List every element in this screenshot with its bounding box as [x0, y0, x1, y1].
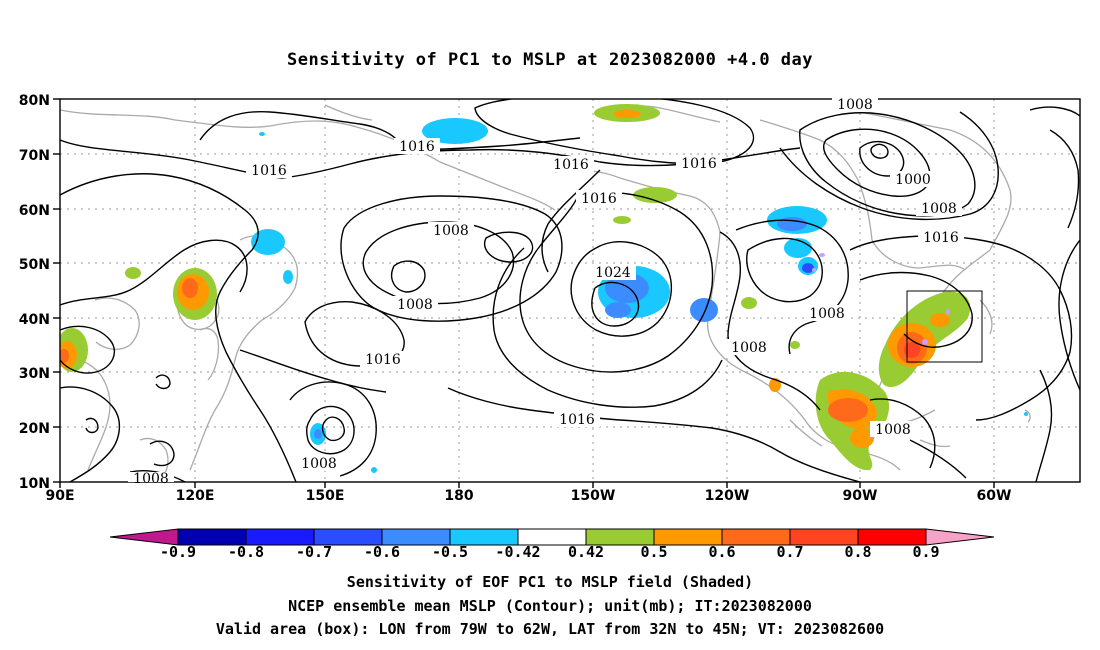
lon-label: 120E [176, 488, 215, 504]
contour-label: 1008 [133, 471, 169, 487]
colorbar-tick: 0.6 [708, 543, 735, 561]
lon-label: 150W [571, 488, 616, 504]
contour-label: 1008 [875, 422, 911, 438]
lon-label: 150E [306, 488, 345, 504]
contour-label: 1016 [251, 163, 287, 179]
colorbar-tick: 0.42 [568, 543, 604, 561]
contour-label: 1016 [559, 412, 595, 428]
contour-label: 1016 [365, 352, 401, 368]
lat-label: 70N [19, 148, 50, 164]
contour-label: 1008 [837, 97, 873, 113]
contour-label: 1016 [923, 230, 959, 246]
colorbar-tick: 0.9 [912, 543, 939, 561]
colorbar-tick: -0.7 [296, 543, 332, 561]
latitude-labels: 80N 70N 60N 50N 40N 30N 20N 10N [19, 93, 50, 492]
colorbar-tick: -0.8 [228, 543, 264, 561]
lat-label: 40N [19, 312, 50, 328]
contour-label: 1016 [399, 139, 435, 155]
colorbar: -0.9 -0.8 -0.7 -0.6 -0.5 -0.42 0.42 0.5 … [109, 528, 995, 561]
plot-frame [59, 98, 1081, 483]
sensitivity-map: 1008 1016 1016 1016 1016 1008 1008 1008 … [19, 93, 1081, 561]
longitude-labels: 90E 120E 150E 180 150W 120W 90W 60W [45, 488, 1011, 504]
lat-label: 60N [19, 203, 50, 219]
contour-label: 1016 [553, 157, 589, 173]
gridlines [60, 99, 1080, 482]
colorbar-tick: -0.6 [364, 543, 400, 561]
colorbar-tick: 0.7 [776, 543, 803, 561]
contour-label: 1024 [595, 265, 631, 281]
colorbar-tick: 0.5 [640, 543, 667, 561]
contour-label: 1008 [921, 201, 957, 217]
lon-label: 90E [45, 488, 74, 504]
caption-contour: NCEP ensemble mean MSLP (Contour); unit(… [288, 597, 812, 615]
lon-label: 120W [705, 488, 750, 504]
colorbar-tick: -0.42 [495, 543, 540, 561]
contour-label: 1008 [809, 306, 845, 322]
contour-label: 1008 [301, 456, 337, 472]
caption-shaded: Sensitivity of EOF PC1 to MSLP field (Sh… [346, 573, 754, 591]
contour-label: 1000 [895, 172, 931, 188]
lat-label: 20N [19, 421, 50, 437]
contour-label: 1016 [681, 156, 717, 172]
lon-label: 60W [977, 488, 1012, 504]
colorbar-tick: -0.5 [432, 543, 468, 561]
colorbar-tick: 0.8 [844, 543, 871, 561]
colorbar-tick: -0.9 [160, 543, 196, 561]
contour-label: 1008 [397, 297, 433, 313]
lat-label: 30N [19, 366, 50, 382]
contour-label: 1008 [731, 340, 767, 356]
caption-valid-area: Valid area (box): LON from 79W to 62W, L… [215, 620, 885, 638]
contour-labels: 1008 1016 1016 1016 1016 1008 1008 1008 … [128, 96, 964, 487]
lat-label: 10N [19, 476, 50, 492]
lat-label: 50N [19, 257, 50, 273]
colorbar-high-end [925, 528, 995, 546]
lat-label: 80N [19, 93, 50, 109]
contour-label: 1008 [433, 223, 469, 239]
lon-label: 90W [843, 488, 878, 504]
contour-label: 1016 [581, 191, 617, 207]
map-title: Sensitivity of PC1 to MSLP at 2023082000… [286, 50, 813, 70]
valid-area-box [906, 290, 983, 363]
lon-label: 180 [444, 488, 473, 504]
